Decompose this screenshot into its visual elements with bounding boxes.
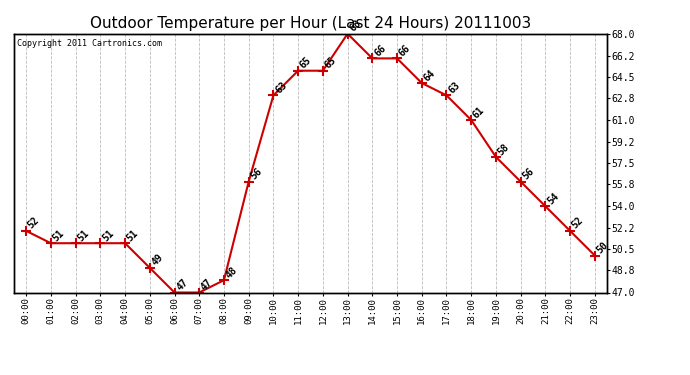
- Text: 52: 52: [26, 216, 41, 231]
- Text: 54: 54: [545, 191, 561, 206]
- Text: 51: 51: [76, 228, 91, 243]
- Text: 51: 51: [100, 228, 116, 243]
- Text: 63: 63: [273, 80, 289, 95]
- Text: 51: 51: [125, 228, 141, 243]
- Text: 61: 61: [471, 105, 486, 120]
- Text: 47: 47: [199, 277, 215, 292]
- Title: Outdoor Temperature per Hour (Last 24 Hours) 20111003: Outdoor Temperature per Hour (Last 24 Ho…: [90, 16, 531, 31]
- Text: 56: 56: [521, 166, 536, 182]
- Text: 65: 65: [323, 56, 338, 71]
- Text: Copyright 2011 Cartronics.com: Copyright 2011 Cartronics.com: [17, 39, 161, 48]
- Text: 58: 58: [496, 142, 511, 157]
- Text: 49: 49: [150, 252, 165, 268]
- Text: 65: 65: [298, 56, 313, 71]
- Text: 56: 56: [248, 166, 264, 182]
- Text: 52: 52: [570, 216, 586, 231]
- Text: 47: 47: [175, 277, 190, 292]
- Text: 66: 66: [373, 43, 388, 58]
- Text: 51: 51: [51, 228, 66, 243]
- Text: 63: 63: [446, 80, 462, 95]
- Text: 68: 68: [348, 18, 363, 34]
- Text: 48: 48: [224, 265, 239, 280]
- Text: 66: 66: [397, 43, 413, 58]
- Text: 64: 64: [422, 68, 437, 83]
- Text: 50: 50: [595, 240, 610, 255]
